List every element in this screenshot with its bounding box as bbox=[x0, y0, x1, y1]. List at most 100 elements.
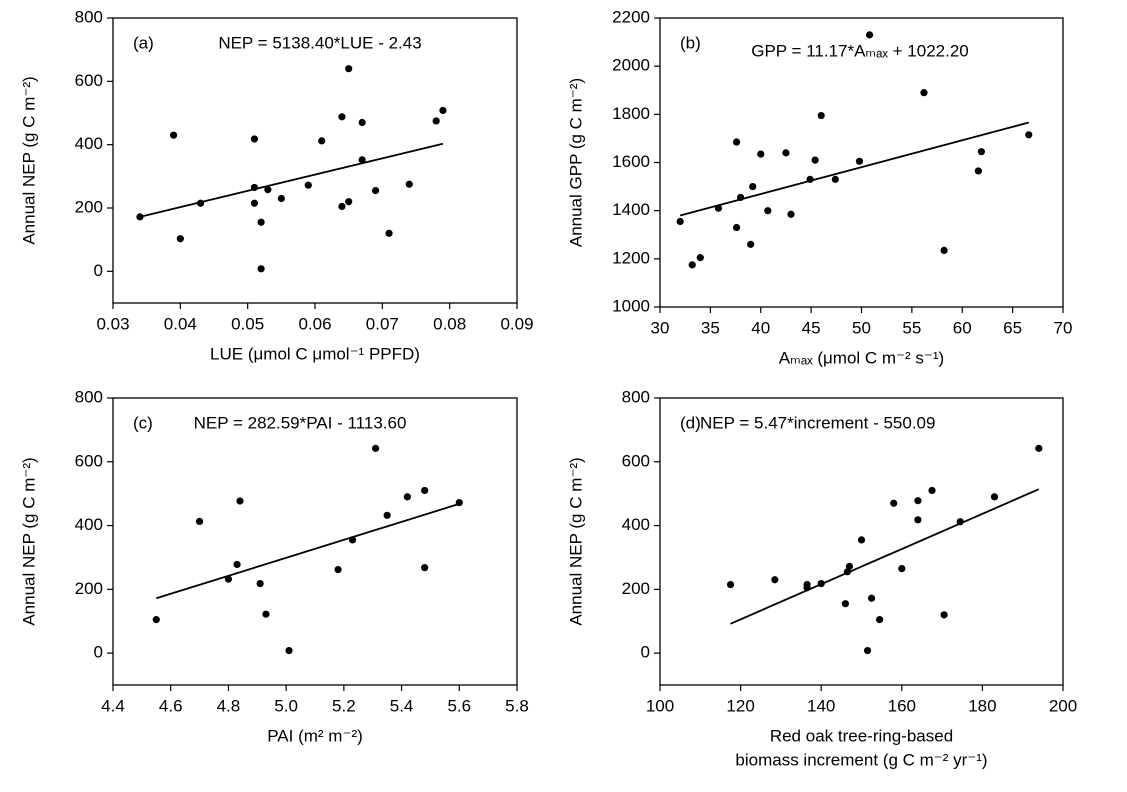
equation: NEP = 282.59*PAI - 1113.60 bbox=[194, 413, 407, 432]
data-point bbox=[421, 486, 429, 495]
data-point bbox=[257, 218, 265, 226]
y-tick-label: 0 bbox=[641, 643, 650, 662]
data-point bbox=[841, 600, 849, 608]
y-tick-label: 200 bbox=[75, 197, 103, 216]
plot-frame bbox=[112, 17, 518, 304]
x-tick-label: 60 bbox=[953, 318, 972, 337]
data-point bbox=[358, 156, 366, 164]
data-point bbox=[372, 444, 380, 452]
data-point bbox=[176, 235, 184, 243]
x-tick-label: 45 bbox=[802, 318, 821, 337]
data-point bbox=[890, 499, 898, 507]
data-point bbox=[338, 113, 346, 121]
data-point bbox=[831, 175, 839, 183]
data-point bbox=[787, 210, 795, 218]
y-axis-label: Annual NEP (g C m⁻²) bbox=[19, 76, 38, 244]
data-point bbox=[990, 493, 999, 501]
data-point bbox=[940, 611, 948, 619]
plot-frame bbox=[659, 397, 1064, 686]
y-axis-label: Annual GPP (g C m⁻²) bbox=[566, 78, 585, 247]
data-point bbox=[385, 229, 393, 237]
data-point bbox=[318, 137, 326, 145]
data-point bbox=[439, 106, 447, 115]
y-tick-label: 1000 bbox=[612, 296, 650, 315]
x-tick-label: 0.05 bbox=[231, 314, 264, 333]
data-point bbox=[432, 117, 440, 125]
data-point bbox=[250, 135, 258, 143]
y-tick-label: 400 bbox=[75, 134, 103, 153]
data-point bbox=[372, 186, 380, 195]
x-tick-label: 140 bbox=[807, 696, 835, 715]
y-tick-label: 0 bbox=[94, 261, 103, 280]
x-tick-label: 0.06 bbox=[298, 314, 331, 333]
data-point bbox=[928, 486, 936, 495]
data-point bbox=[257, 265, 265, 273]
y-tick-label: 400 bbox=[75, 515, 103, 534]
data-point bbox=[771, 576, 779, 584]
data-point bbox=[865, 31, 874, 39]
fit-line bbox=[679, 121, 1029, 217]
y-tick-label: 800 bbox=[75, 7, 103, 26]
y-tick-label: 400 bbox=[622, 515, 650, 534]
data-point bbox=[170, 131, 178, 139]
x-axis-label: LUE (μmol C μmol⁻¹ PPFD) bbox=[210, 344, 420, 363]
data-point bbox=[403, 493, 411, 501]
data-point bbox=[676, 217, 684, 226]
plot-frame bbox=[112, 397, 518, 686]
data-point bbox=[696, 254, 704, 262]
x-axis-label: biomass increment (g C m⁻² yr⁻¹) bbox=[735, 750, 987, 769]
x-tick-label: 0.08 bbox=[433, 314, 466, 333]
data-point bbox=[898, 565, 906, 573]
data-point bbox=[1025, 131, 1033, 139]
data-point bbox=[688, 261, 696, 269]
data-point bbox=[747, 240, 755, 248]
data-point bbox=[264, 186, 272, 194]
y-tick-label: 0 bbox=[94, 643, 103, 662]
data-point bbox=[256, 579, 264, 588]
fit-line bbox=[730, 488, 1040, 625]
x-tick-label: 30 bbox=[651, 318, 670, 337]
data-point bbox=[285, 646, 293, 655]
y-tick-label: 1600 bbox=[612, 152, 650, 171]
x-tick-label: 5.4 bbox=[390, 696, 414, 715]
x-axis-label: PAI (m² m⁻²) bbox=[267, 726, 363, 745]
data-point bbox=[817, 111, 825, 120]
x-tick-label: 180 bbox=[968, 696, 996, 715]
data-point bbox=[914, 516, 922, 524]
y-tick-label: 600 bbox=[75, 71, 103, 90]
data-point bbox=[811, 156, 819, 164]
data-point bbox=[421, 564, 429, 572]
x-tick-label: 4.4 bbox=[101, 696, 125, 715]
x-tick-label: 5.8 bbox=[505, 696, 529, 715]
y-tick-label: 2200 bbox=[612, 7, 650, 26]
data-point bbox=[383, 511, 391, 519]
data-point bbox=[195, 517, 204, 526]
y-tick-label: 200 bbox=[75, 579, 103, 598]
data-point bbox=[764, 207, 772, 215]
y-tick-label: 800 bbox=[622, 387, 650, 406]
data-point bbox=[732, 138, 741, 146]
x-tick-label: 50 bbox=[852, 318, 871, 337]
data-point bbox=[345, 65, 353, 73]
data-point bbox=[304, 181, 312, 189]
y-tick-label: 1400 bbox=[612, 200, 650, 219]
y-axis-label: Annual NEP (g C m⁻²) bbox=[19, 457, 38, 625]
data-point bbox=[152, 616, 160, 624]
data-point bbox=[233, 560, 241, 569]
y-axis-label: Annual NEP (g C m⁻²) bbox=[566, 457, 585, 625]
y-tick-label: 200 bbox=[622, 579, 650, 598]
data-point bbox=[224, 575, 233, 583]
panel-label: (a) bbox=[133, 33, 154, 52]
fit-line bbox=[156, 503, 460, 600]
data-point bbox=[262, 610, 270, 618]
x-tick-label: 4.8 bbox=[217, 696, 241, 715]
x-tick-label: 5.2 bbox=[332, 696, 356, 715]
data-point bbox=[405, 180, 413, 188]
data-point bbox=[940, 246, 948, 255]
data-point bbox=[1035, 444, 1043, 452]
data-point bbox=[863, 646, 872, 655]
panel-label: (c) bbox=[133, 413, 153, 432]
x-tick-label: 5.6 bbox=[447, 696, 471, 715]
data-point bbox=[782, 149, 790, 157]
